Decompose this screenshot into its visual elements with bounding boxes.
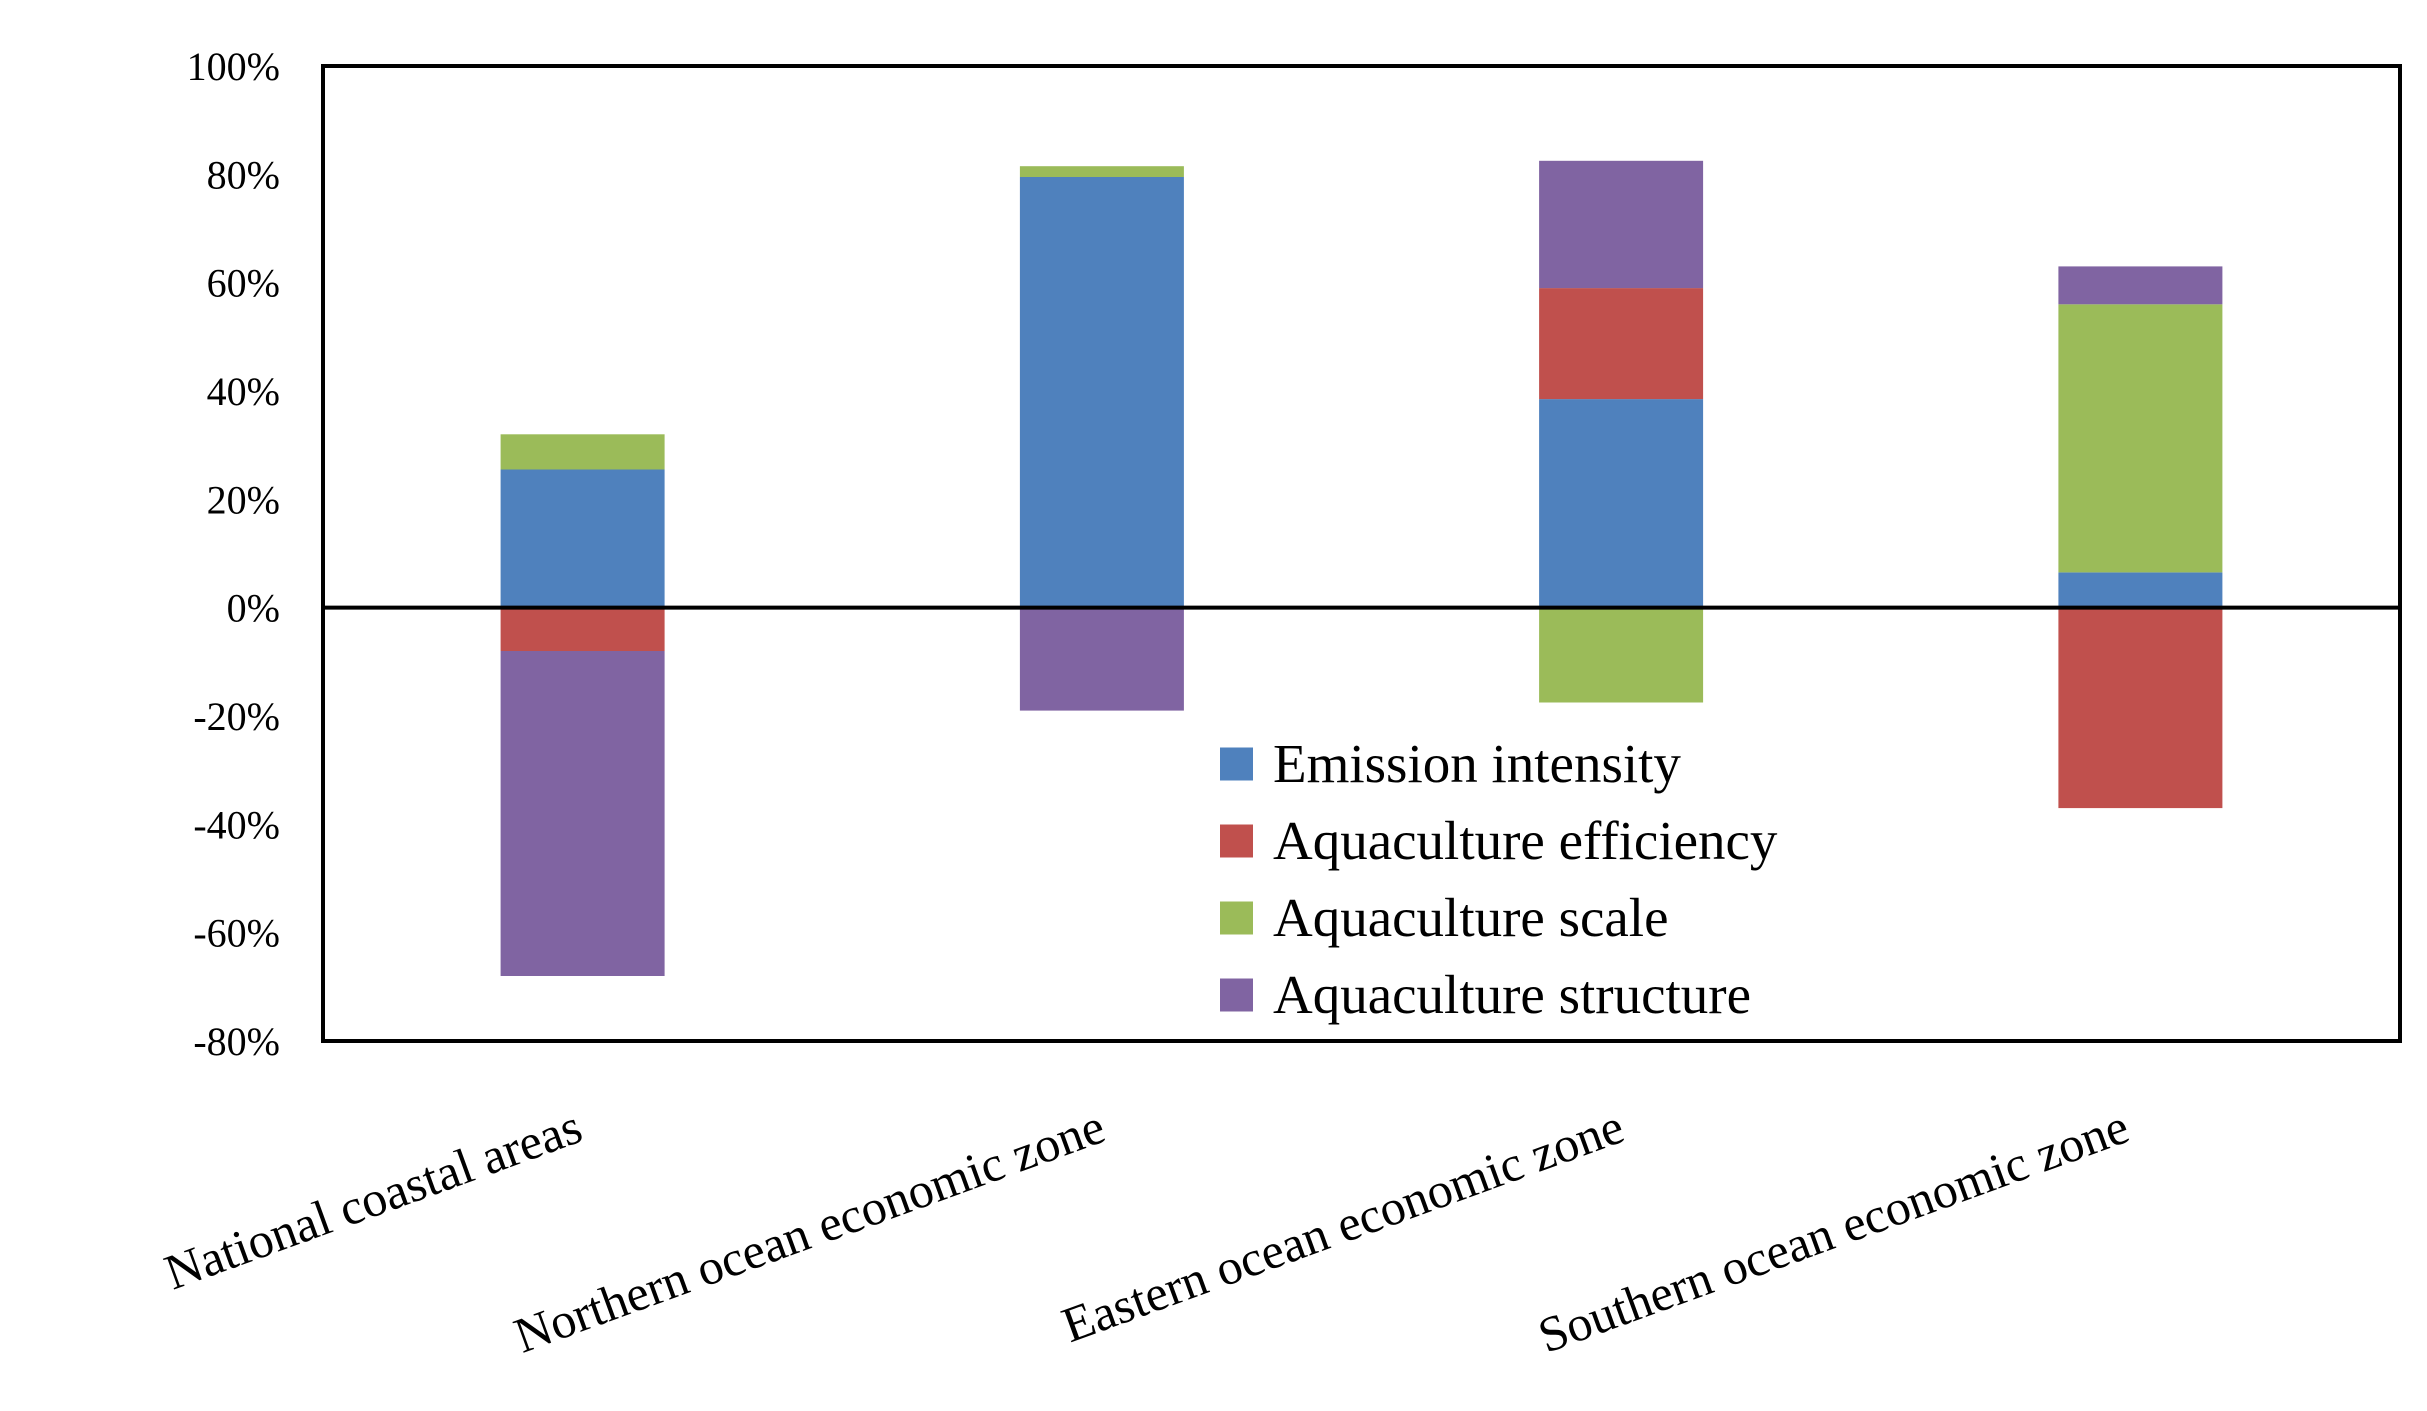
x-category-label: Northern ocean economic zone [507, 1098, 1112, 1364]
bar-segment [500, 469, 665, 608]
bar-segment [1539, 160, 1704, 289]
bar-segment [2058, 607, 2223, 809]
legend-swatch [1220, 747, 1253, 781]
legend-swatch [1220, 824, 1253, 858]
y-axis-ticks: 100% 80% 60% 40% 20% 0% -20% -40% -60% -80% [187, 44, 280, 1064]
legend: Emission intensity Aquaculture efficiency… [1220, 733, 1778, 1025]
y-tick-label: -60% [193, 911, 280, 956]
y-tick-label: 0% [227, 586, 280, 631]
plot-frame [321, 64, 2402, 1043]
legend-label: Emission intensity [1273, 733, 1681, 794]
bar-segment [1019, 166, 1184, 177]
legend-label: Aquaculture structure [1273, 964, 1751, 1025]
legend-label: Aquaculture efficiency [1273, 810, 1778, 871]
y-tick-label: -20% [193, 694, 280, 739]
bar-segment [1539, 607, 1704, 703]
x-category-label: National coastal areas [157, 1098, 588, 1301]
bar-segment [1019, 177, 1184, 608]
legend-label: Aquaculture scale [1273, 887, 1669, 948]
y-tick-label: -40% [193, 802, 280, 847]
bar-segment [2058, 304, 2223, 573]
y-tick-label: 40% [207, 369, 280, 414]
y-tick-label: -80% [193, 1019, 280, 1064]
bar-segment [2058, 266, 2223, 305]
bar-segment [1539, 399, 1704, 608]
bar-segment [2058, 572, 2223, 608]
y-tick-label: 80% [207, 152, 280, 197]
bar-segment [1019, 607, 1184, 711]
legend-swatch [1220, 901, 1253, 935]
y-tick-label: 20% [207, 477, 280, 522]
bar-segment [500, 607, 665, 651]
bar-segment [500, 651, 665, 976]
y-tick-label: 100% [187, 44, 280, 89]
y-tick-label: 60% [207, 261, 280, 306]
legend-swatch [1220, 978, 1253, 1012]
bar-segment [1539, 288, 1704, 400]
bars-layer [500, 160, 2223, 976]
bar-segment [500, 434, 665, 470]
